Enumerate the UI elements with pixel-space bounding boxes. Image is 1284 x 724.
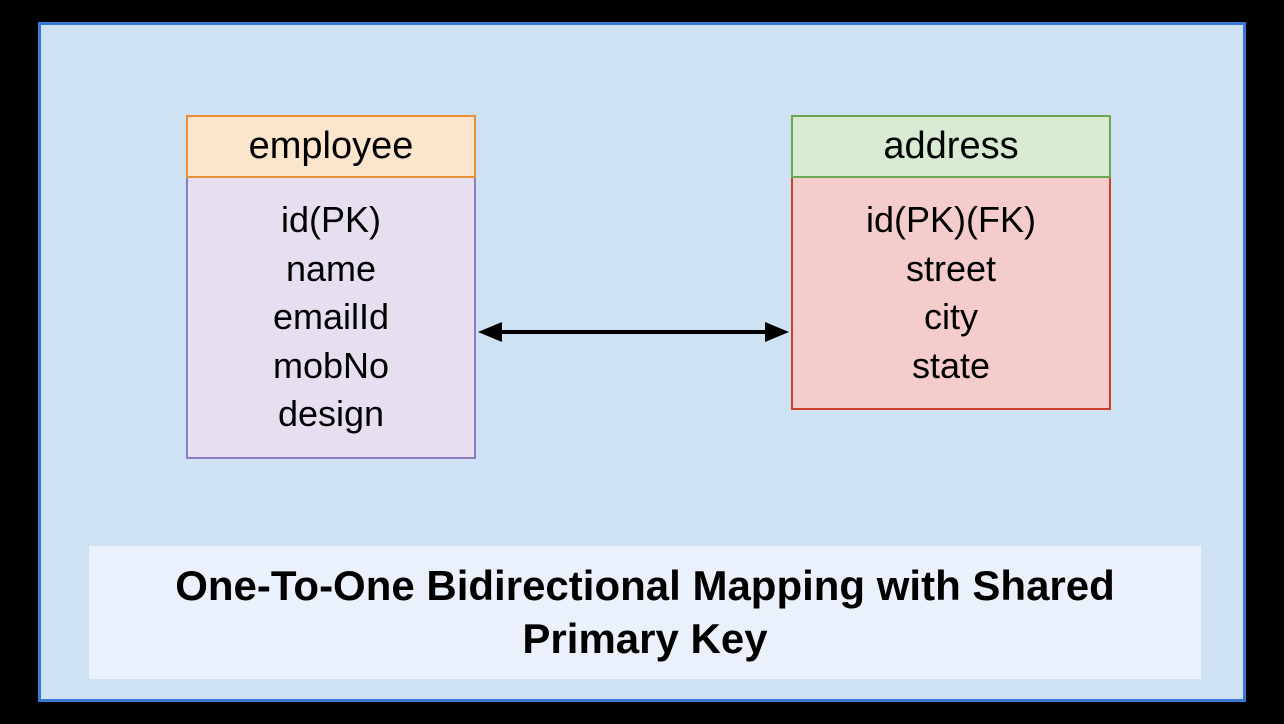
diagram-canvas: employee id(PK) name emailId mobNo desig… bbox=[38, 22, 1246, 702]
employee-field: mobNo bbox=[198, 342, 464, 391]
address-field: city bbox=[803, 293, 1099, 342]
entity-employee-body: id(PK) name emailId mobNo design bbox=[186, 178, 476, 459]
entity-address-title: address bbox=[883, 125, 1018, 167]
address-field: id(PK)(FK) bbox=[803, 196, 1099, 245]
employee-field: name bbox=[198, 245, 464, 294]
entity-employee-header: employee bbox=[186, 115, 476, 178]
employee-field: design bbox=[198, 390, 464, 439]
entity-address: address id(PK)(FK) street city state bbox=[791, 115, 1111, 410]
caption-text: One-To-One Bidirectional Mapping with Sh… bbox=[109, 560, 1181, 665]
address-field: street bbox=[803, 245, 1099, 294]
employee-field: id(PK) bbox=[198, 196, 464, 245]
entity-address-body: id(PK)(FK) street city state bbox=[791, 178, 1111, 410]
address-field: state bbox=[803, 342, 1099, 391]
caption-box: One-To-One Bidirectional Mapping with Sh… bbox=[89, 546, 1201, 679]
employee-field: emailId bbox=[198, 293, 464, 342]
entity-employee-title: employee bbox=[249, 125, 414, 167]
bidirectional-arrow bbox=[478, 317, 789, 347]
entity-address-header: address bbox=[791, 115, 1111, 178]
entity-employee: employee id(PK) name emailId mobNo desig… bbox=[186, 115, 476, 459]
